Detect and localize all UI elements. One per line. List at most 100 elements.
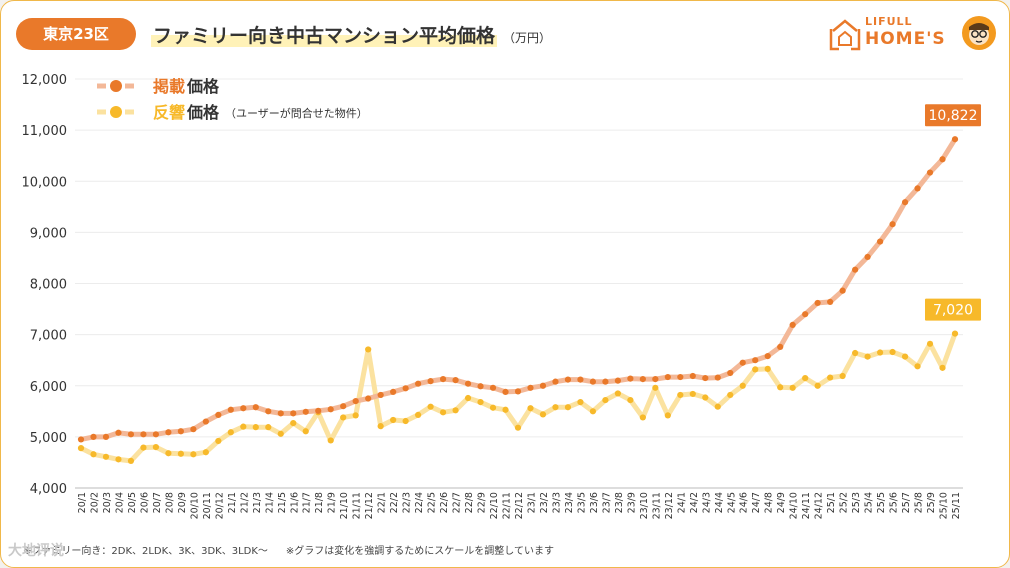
data-point-listing xyxy=(739,359,746,366)
x-tick-label: 22/4 xyxy=(414,492,425,513)
data-point-inquiry xyxy=(489,404,497,411)
house-icon xyxy=(829,19,861,51)
x-tick-label: 20/7 xyxy=(152,492,163,513)
legend-label-rest: 価格 xyxy=(186,103,220,122)
data-point-listing xyxy=(102,433,110,440)
chart-title: ファミリー向き中古マンション平均価格 （万円） xyxy=(151,21,551,48)
data-point-inquiry xyxy=(140,444,147,451)
x-tick-label: 25/2 xyxy=(839,492,850,513)
y-tick-label: 11,000 xyxy=(22,124,68,139)
data-point-inquiry xyxy=(102,453,110,460)
data-point-inquiry xyxy=(302,428,309,435)
x-tick-label: 25/8 xyxy=(914,492,925,513)
x-tick-label: 23/12 xyxy=(664,492,675,519)
data-point-listing xyxy=(202,418,209,425)
data-point-listing xyxy=(614,377,621,384)
data-point-inquiry xyxy=(152,444,160,451)
data-point-listing xyxy=(489,384,497,391)
data-point-inquiry xyxy=(552,404,559,411)
x-tick-label: 25/10 xyxy=(939,492,950,519)
data-point-inquiry xyxy=(876,349,884,356)
end-value-label: 7,020 xyxy=(933,303,973,319)
chart-title-unit: （万円） xyxy=(503,31,552,45)
x-tick-label: 22/1 xyxy=(377,492,388,513)
data-point-listing xyxy=(240,405,247,412)
data-point-inquiry xyxy=(727,391,734,399)
x-tick-label: 24/5 xyxy=(726,492,737,513)
data-point-inquiry xyxy=(127,457,135,465)
x-tick-label: 21/2 xyxy=(239,492,250,513)
x-tick-label: 22/10 xyxy=(489,492,500,519)
data-point-listing xyxy=(689,372,696,380)
data-point-inquiry xyxy=(290,419,297,427)
x-axis: 20/1 20/2 20/3 20/4 20/5 20/6 20/7 20/8 20/9 20/1… xyxy=(77,492,962,519)
lifull-homes-logo: LIFULL HOME'S xyxy=(829,15,999,55)
data-point-listing xyxy=(814,299,821,307)
y-tick-label: 5,000 xyxy=(30,431,67,446)
watermark: 大地评说 xyxy=(8,543,64,559)
x-tick-label: 21/12 xyxy=(364,492,375,519)
data-point-inquiry xyxy=(901,353,909,360)
end-value-badge xyxy=(925,104,981,127)
data-point-inquiry xyxy=(527,405,534,412)
data-point-inquiry xyxy=(951,330,959,337)
data-point-inquiry xyxy=(352,412,359,419)
x-tick-label: 21/6 xyxy=(289,492,300,513)
data-point-listing xyxy=(827,298,834,306)
x-tick-label: 25/7 xyxy=(901,492,912,513)
data-point-listing xyxy=(939,156,946,163)
data-point-inquiry xyxy=(702,394,709,401)
data-point-inquiry xyxy=(839,372,846,380)
x-tick-label: 23/4 xyxy=(564,492,575,513)
data-point-inquiry xyxy=(664,412,671,419)
data-point-listing xyxy=(165,429,172,436)
data-point-listing xyxy=(727,369,734,377)
data-point-inquiry xyxy=(926,340,934,347)
data-point-inquiry xyxy=(215,437,222,445)
data-point-listing xyxy=(427,378,434,385)
data-point-inquiry xyxy=(514,424,522,431)
legend-dot xyxy=(110,106,122,118)
footnote-left: ※ファミリー向き：2DK、2LDK、3K、3DK、3LDK〜 xyxy=(23,546,268,557)
x-tick-label: 23/8 xyxy=(614,492,625,513)
data-point-inquiry xyxy=(402,417,409,425)
data-point-inquiry xyxy=(814,382,821,389)
data-point-inquiry xyxy=(165,450,172,457)
data-point-listing xyxy=(514,388,522,395)
series-line-inquiry xyxy=(79,332,958,464)
y-tick-label: 7,000 xyxy=(30,329,67,344)
x-tick-label: 20/6 xyxy=(139,492,150,513)
x-tick-label: 20/11 xyxy=(202,492,213,519)
data-point-listing xyxy=(664,373,671,381)
legend-dot xyxy=(110,80,122,92)
legend-label-em: 反響 xyxy=(153,103,185,122)
x-tick-label: 22/3 xyxy=(402,492,413,513)
x-tick-label: 25/4 xyxy=(864,492,875,513)
data-point-listing xyxy=(377,391,384,399)
data-point-listing xyxy=(352,397,359,405)
data-point-listing xyxy=(390,388,397,395)
x-tick-label: 20/8 xyxy=(164,492,175,513)
data-point-listing xyxy=(452,377,459,384)
x-tick-label: 24/1 xyxy=(676,492,687,513)
data-point-inquiry xyxy=(852,349,859,357)
data-point-listing xyxy=(327,406,334,413)
x-tick-label: 20/10 xyxy=(189,492,200,519)
data-point-listing xyxy=(127,431,135,438)
x-tick-label: 22/7 xyxy=(452,492,463,513)
y-tick-label: 9,000 xyxy=(30,226,67,241)
x-tick-label: 25/1 xyxy=(826,492,837,513)
data-point-listing xyxy=(539,382,547,389)
data-point-inquiry xyxy=(627,396,634,404)
data-point-listing xyxy=(802,311,809,318)
series-layer xyxy=(77,136,959,465)
data-point-listing xyxy=(477,383,484,390)
logo-text-homes: HOME'S xyxy=(865,29,946,49)
x-tick-label: 25/6 xyxy=(889,492,900,513)
data-point-listing xyxy=(340,403,347,410)
x-tick-label: 22/11 xyxy=(502,492,513,519)
data-point-inquiry xyxy=(190,451,197,458)
data-point-inquiry xyxy=(827,374,834,381)
